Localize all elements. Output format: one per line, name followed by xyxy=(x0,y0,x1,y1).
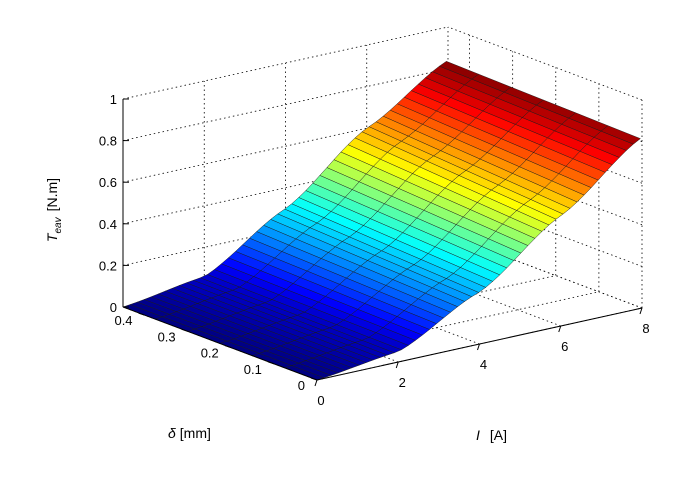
grid-line xyxy=(447,193,643,267)
y-tick-label: 8 xyxy=(642,321,649,336)
x-tick-label: 0.1 xyxy=(244,362,262,377)
y-tick-label: 6 xyxy=(561,339,568,354)
z-tick-label: 1 xyxy=(110,92,117,107)
grid-line xyxy=(447,26,643,101)
y-axis-label: I [A] xyxy=(476,427,507,443)
grid-line xyxy=(122,193,449,266)
grid-line xyxy=(122,151,449,225)
grid-line xyxy=(122,26,449,100)
y-axis-unit: [A] xyxy=(490,427,507,443)
y-tick-label: 2 xyxy=(399,375,406,390)
y-tick-mark xyxy=(558,325,562,333)
z-tick-label: 0.4 xyxy=(99,217,117,232)
z-tick-label: 0 xyxy=(110,300,117,315)
x-tick-label: 0 xyxy=(298,378,305,393)
x-tick-label: 0.3 xyxy=(158,329,176,344)
axis-layer xyxy=(122,98,643,387)
x-axis-unit: [mm] xyxy=(180,425,211,441)
x-tick-label: 0.2 xyxy=(201,346,219,361)
x-tick-label: 0.4 xyxy=(114,313,132,328)
x-tick-mark xyxy=(224,345,231,349)
surface-layer xyxy=(122,61,641,381)
y-tick-mark xyxy=(639,307,643,315)
grid-line xyxy=(447,234,643,309)
y-tick-label: 0 xyxy=(317,393,324,408)
grid-line xyxy=(122,68,449,141)
z-tick-label: 0.2 xyxy=(99,258,117,273)
x-tick-mark xyxy=(310,377,318,381)
x-axis-symbol: δ xyxy=(168,425,176,441)
z-axis-label: Teav [N.m] xyxy=(44,178,64,242)
x-tick-mark xyxy=(267,361,275,365)
y-axis-symbol: I xyxy=(476,427,480,443)
z-tick-label: 0.8 xyxy=(99,134,117,149)
z-tick-label: 0.6 xyxy=(99,175,117,190)
x-tick-mark xyxy=(138,312,145,316)
y-tick-mark xyxy=(477,343,480,351)
z-axis-subscript: eav xyxy=(53,216,64,233)
y-tick-mark xyxy=(395,361,399,369)
y-tick-label: 4 xyxy=(480,357,487,372)
z-axis-unit: [N.m] xyxy=(44,178,60,211)
grid-line xyxy=(122,109,449,183)
x-tick-mark xyxy=(181,328,188,332)
y-tick-mark xyxy=(314,379,318,387)
z-axis-symbol: T xyxy=(44,232,60,242)
x-axis-line xyxy=(122,306,318,381)
x-axis-label: δ [mm] xyxy=(168,425,211,441)
